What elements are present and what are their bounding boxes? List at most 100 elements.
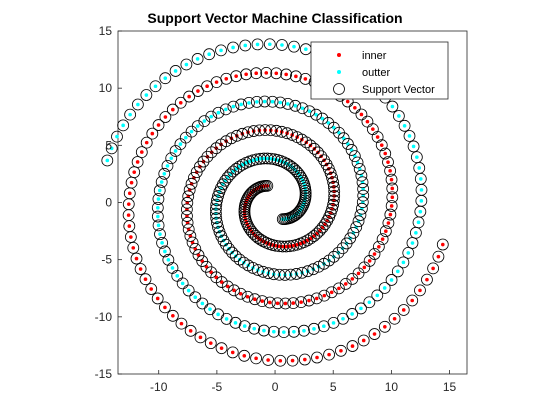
outter-point — [251, 158, 255, 163]
support-vector-marker — [386, 182, 399, 195]
support-vector-marker — [215, 276, 228, 288]
inner-point — [144, 140, 149, 145]
support-vector-marker — [270, 67, 283, 80]
outter-point — [247, 159, 252, 164]
support-vector-marker — [294, 204, 307, 217]
inner-point — [388, 212, 393, 217]
support-vector-marker — [166, 103, 179, 116]
outter-point — [175, 274, 180, 278]
outter-point — [416, 220, 421, 225]
inner-point — [365, 119, 370, 124]
support-vector-marker — [149, 80, 162, 93]
outter-point — [407, 134, 412, 138]
support-vector-marker — [250, 67, 263, 80]
inner-point — [198, 164, 202, 169]
support-vector-marker — [311, 351, 323, 364]
support-vector-marker — [397, 256, 410, 269]
support-vector-marker — [384, 208, 397, 221]
outter-point — [326, 121, 331, 125]
inner-point — [138, 267, 143, 271]
inner-point — [372, 252, 377, 256]
support-vector-marker — [226, 246, 239, 259]
support-vector-marker — [289, 70, 302, 83]
support-vector-marker — [140, 89, 153, 101]
legend-label-support-vector: Support Vector — [362, 84, 435, 96]
support-vector-marker — [262, 354, 275, 366]
inner-point — [431, 266, 435, 271]
outter-point — [121, 123, 125, 128]
support-vector-marker — [140, 136, 153, 149]
support-vector-marker — [256, 295, 269, 308]
support-vector-marker — [287, 297, 300, 310]
support-vector-marker — [363, 255, 376, 267]
support-vector-marker — [355, 108, 368, 121]
outter-point — [282, 330, 286, 334]
inner-point — [205, 154, 210, 159]
support-vector-marker — [245, 225, 258, 238]
inner-point — [280, 244, 285, 249]
support-vector-marker — [169, 65, 182, 77]
inner-point — [314, 296, 319, 301]
inner-point — [214, 275, 219, 280]
inner-point — [254, 356, 258, 361]
support-vector-marker — [291, 131, 304, 144]
support-vector-marker — [190, 166, 203, 179]
support-vector-marker — [406, 294, 419, 307]
support-vector-marker — [176, 277, 189, 290]
support-vector-marker — [105, 142, 118, 155]
outter-point — [156, 214, 160, 219]
outter-point — [163, 76, 168, 81]
support-vector-marker — [327, 176, 340, 189]
inner-point — [234, 74, 238, 78]
support-vector-marker — [258, 95, 271, 108]
support-vector-marker — [279, 269, 291, 281]
support-vector-marker — [303, 105, 316, 118]
support-vector-marker — [325, 286, 338, 299]
support-vector-marker — [259, 124, 272, 136]
inner-point — [214, 146, 219, 150]
support-vector-marker — [233, 253, 246, 266]
inner-point — [386, 160, 390, 164]
outter-point — [300, 106, 305, 111]
support-vector-marker — [229, 250, 242, 263]
support-vector-marker — [304, 139, 317, 152]
outter-point — [344, 241, 349, 246]
support-vector-marker — [247, 227, 260, 240]
support-vector-marker — [303, 294, 315, 307]
support-vector-marker — [379, 225, 392, 238]
support-vector-marker — [188, 171, 200, 184]
y-tick-label: -15 — [95, 367, 113, 381]
outter-point — [105, 158, 110, 163]
outter-point — [262, 156, 266, 161]
support-vector-marker — [240, 156, 252, 169]
support-vector-marker — [289, 99, 302, 112]
support-vector-marker — [174, 138, 187, 150]
support-vector-marker — [210, 212, 223, 225]
inner-point — [327, 352, 331, 357]
points-layer — [101, 38, 449, 367]
outter-point — [312, 327, 316, 331]
outter-point — [166, 258, 171, 262]
support-vector-marker — [174, 96, 187, 109]
support-vector-marker — [397, 304, 410, 316]
inner-point — [383, 151, 388, 156]
inner-point — [291, 243, 296, 248]
support-vector-marker — [332, 246, 345, 259]
support-vector-marker — [268, 153, 281, 166]
support-vector-marker — [436, 238, 449, 251]
support-vector-marker — [310, 108, 322, 121]
support-vector-marker — [352, 215, 365, 228]
support-vector-marker — [354, 209, 367, 221]
support-vector-marker — [335, 344, 347, 357]
outter-point — [272, 329, 276, 334]
support-vector-marker — [361, 115, 374, 128]
inner-point — [345, 99, 350, 104]
support-vector-marker — [236, 158, 249, 171]
outter-point — [292, 44, 296, 49]
outter-point — [219, 48, 223, 53]
inner-point — [329, 290, 334, 295]
support-vector-marker — [296, 102, 309, 115]
inner-point — [307, 298, 311, 303]
inner-point — [196, 89, 200, 93]
support-vector-marker — [189, 291, 202, 304]
